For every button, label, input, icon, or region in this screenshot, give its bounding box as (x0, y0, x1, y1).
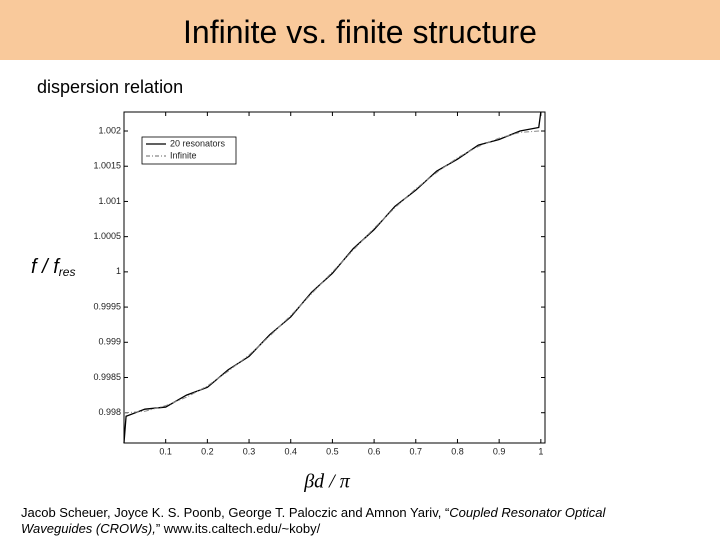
x-tick-label: 0.6 (368, 446, 381, 456)
slide-title: Infinite vs. finite structure (0, 0, 720, 60)
legend-label: 20 resonators (170, 138, 226, 148)
y-tick-label: 1.0005 (93, 231, 121, 241)
y-tick-label: 1.001 (98, 196, 121, 206)
citation: Jacob Scheuer, Joyce K. S. Poonb, George… (21, 505, 661, 537)
citation-title: Coupled Resonator Optical Waveguides (CR… (21, 505, 606, 536)
chart: f / fres βd / π 0.1 0.2 0.3 0.4 0.5 0.6 0.7 0.8… (31, 111, 546, 493)
legend-box (141, 136, 237, 165)
y-tick-label: 1.002 (98, 125, 121, 135)
x-tick-label: 0.5 (326, 446, 339, 456)
y-tick-label: 0.9985 (93, 372, 121, 382)
legend-label: Infinite (170, 150, 197, 160)
y-tick-label: 0.999 (98, 337, 121, 347)
x-tick-label: 0.7 (410, 446, 423, 456)
y-tick-label: 1 (116, 266, 121, 276)
y-axis-label-sub: res (59, 265, 76, 279)
citation-text: Jacob Scheuer, Joyce K. S. Poonb, George… (21, 505, 450, 520)
x-tick-label: 0.9 (493, 446, 506, 456)
y-axis-label: f / fres (31, 256, 75, 279)
y-tick-label: 0.9995 (93, 301, 121, 311)
x-axis-label: βd / π (303, 471, 351, 493)
plot-area (123, 111, 546, 444)
y-tick-label: 0.998 (98, 407, 121, 417)
subtitle: dispersion relation (37, 77, 184, 97)
x-tick-label: 1 (538, 446, 543, 456)
series-line (124, 130, 541, 414)
x-tick-label: 0.1 (159, 446, 172, 456)
x-tick-label: 0.8 (451, 446, 464, 456)
x-tick-label: 0.2 (201, 446, 214, 456)
series-line (123, 111, 542, 444)
x-tick-label: 0.3 (243, 446, 256, 456)
y-axis-label-main: f / f (31, 256, 61, 278)
citation-url: ” www.its.caltech.edu/~koby/ (155, 521, 321, 536)
x-tick-label: 0.4 (284, 446, 297, 456)
y-tick-label: 1.0015 (93, 161, 121, 171)
